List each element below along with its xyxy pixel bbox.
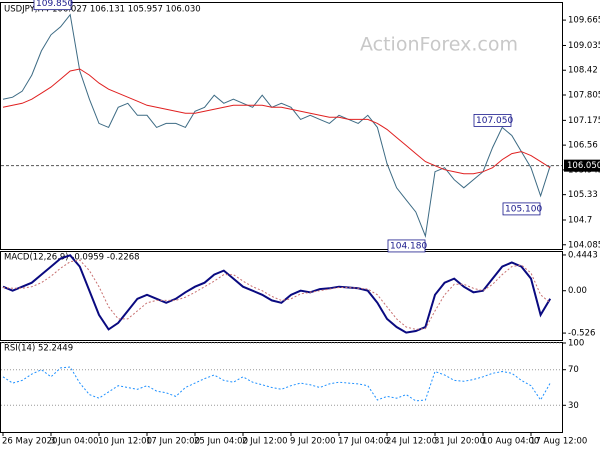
series-line	[2, 68, 551, 175]
y-tick-label: 108.42	[568, 66, 598, 76]
series-line	[2, 259, 551, 330]
series-line	[2, 366, 551, 402]
rsi-panel	[0, 342, 563, 433]
annotation-label: 107.050	[476, 116, 513, 126]
y-tick-label: 30	[568, 401, 579, 411]
x-tick-label: 10 Jun 12:00	[98, 437, 152, 447]
x-tick-label: 2 Jul 12:00	[242, 437, 288, 447]
y-tick-label: 109.665	[568, 16, 600, 26]
x-tick-label: 10 Aug 04:00	[482, 437, 539, 447]
annotation-label: 104.180	[390, 241, 427, 251]
series-line	[2, 13, 551, 239]
x-tick-label: 26 May 2020	[2, 437, 57, 447]
x-tick-label: 17 Jun 20:00	[146, 437, 200, 447]
y-tick-label: 107.175	[568, 116, 600, 126]
y-tick-label: 109.035	[568, 41, 600, 51]
annotation-box	[473, 113, 512, 127]
x-tick-label: 17 Jul 04:00	[338, 437, 389, 447]
y-tick-label: 107.805	[568, 90, 600, 100]
y-tick-label: 105.33	[568, 190, 598, 200]
current-price-box	[564, 159, 600, 172]
annotation-label: 105.100	[505, 204, 542, 214]
series-line	[2, 254, 552, 334]
x-tick-label: 3 Jun 04:00	[50, 437, 99, 447]
annotation-box	[387, 239, 426, 253]
y-tick-label: 104.085	[568, 240, 600, 250]
watermark: ActionForex.com	[360, 34, 518, 56]
y-tick-label: 70	[568, 365, 579, 375]
x-tick-label: 25 Jun 04:00	[194, 437, 248, 447]
annotation-box	[33, 0, 72, 11]
y-tick-label: 0.4443	[568, 250, 598, 260]
price-panel	[0, 2, 563, 250]
annotation-label: 109.850	[36, 0, 73, 9]
y-tick-label: 0.00	[568, 286, 587, 296]
x-tick-label: 17 Aug 12:00	[530, 437, 587, 447]
y-tick-label: -0.526	[568, 329, 595, 339]
x-tick-label: 31 Jul 20:00	[434, 437, 485, 447]
x-tick-label: 24 Jul 12:00	[386, 437, 437, 447]
y-tick-label: 104.7	[568, 216, 592, 226]
current-price-label: 106.050	[567, 161, 600, 171]
y-tick-label: 106.56	[568, 141, 598, 151]
rsi-title: RSI(14) 52.2449	[4, 344, 73, 354]
chart-title: USDJPY,H4 106.027 106.131 105.957 106.03…	[4, 5, 201, 15]
x-tick-label: 9 Jul 20:00	[290, 437, 336, 447]
y-tick-label: 100	[568, 339, 584, 349]
macd-panel	[0, 251, 563, 341]
annotation-box	[502, 202, 541, 216]
